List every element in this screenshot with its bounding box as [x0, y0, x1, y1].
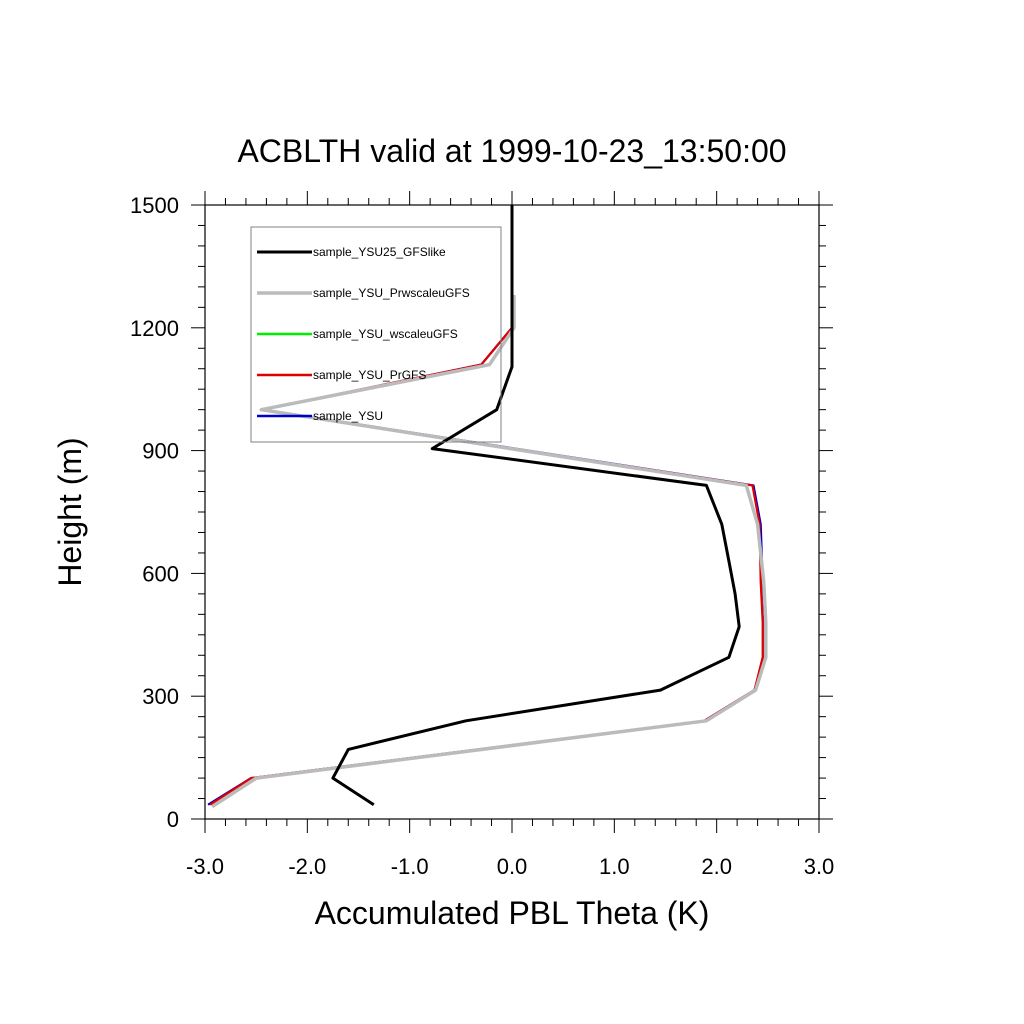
y-tick-label: 1200: [130, 316, 179, 341]
legend-box: [250, 226, 502, 443]
legend: sample_YSU25_GFSlike sample_YSU_Prwscaleu…: [250, 226, 502, 443]
x-tick-label: -2.0: [288, 854, 326, 879]
y-tick-label: 900: [142, 439, 179, 464]
series-lines: [207, 205, 768, 809]
legend-label: sample_YSU: [313, 409, 383, 423]
legend-label: sample_YSU_PrGFS: [313, 368, 426, 382]
series-line-sample-ysu-prgfs: [209, 295, 764, 806]
y-tick-label: 300: [142, 684, 179, 709]
y-tick-label: 0: [167, 807, 179, 832]
x-tick-label: 1.0: [599, 854, 630, 879]
chart-title: ACBLTH valid at 1999-10-23_13:50:00: [237, 133, 786, 169]
y-tick-label: 600: [142, 561, 179, 586]
x-tick-label: 3.0: [804, 854, 835, 879]
plot-axes: -3.0 -2.0 -1.0 0.0 1.0 2.0 3.0 0 300 600 900 1200 15…: [130, 191, 834, 879]
legend-label: sample_YSU_PrwscaleuGFS: [313, 286, 470, 300]
legend-label: sample_YSU_wscaleuGFS: [313, 327, 458, 341]
x-tick-label: -1.0: [391, 854, 429, 879]
x-axis-label: Accumulated PBL Theta (K): [315, 895, 710, 931]
legend-label: sample_YSU25_GFSlike: [313, 245, 446, 259]
series-line-sample-ysu: [207, 295, 766, 806]
series-line-sample-ysu25-gfslike: [331, 205, 741, 806]
x-tick-label: -3.0: [186, 854, 224, 879]
series-line-sample-ysu-prwscaleugfs: [211, 295, 768, 809]
y-axis-label: Height (m): [52, 437, 88, 586]
y-tick-label: 1500: [130, 193, 179, 218]
series-line-sample-ysu-wscaleugfs: [211, 295, 767, 808]
x-tick-label: 0.0: [497, 854, 528, 879]
x-tick-label: 2.0: [701, 854, 732, 879]
